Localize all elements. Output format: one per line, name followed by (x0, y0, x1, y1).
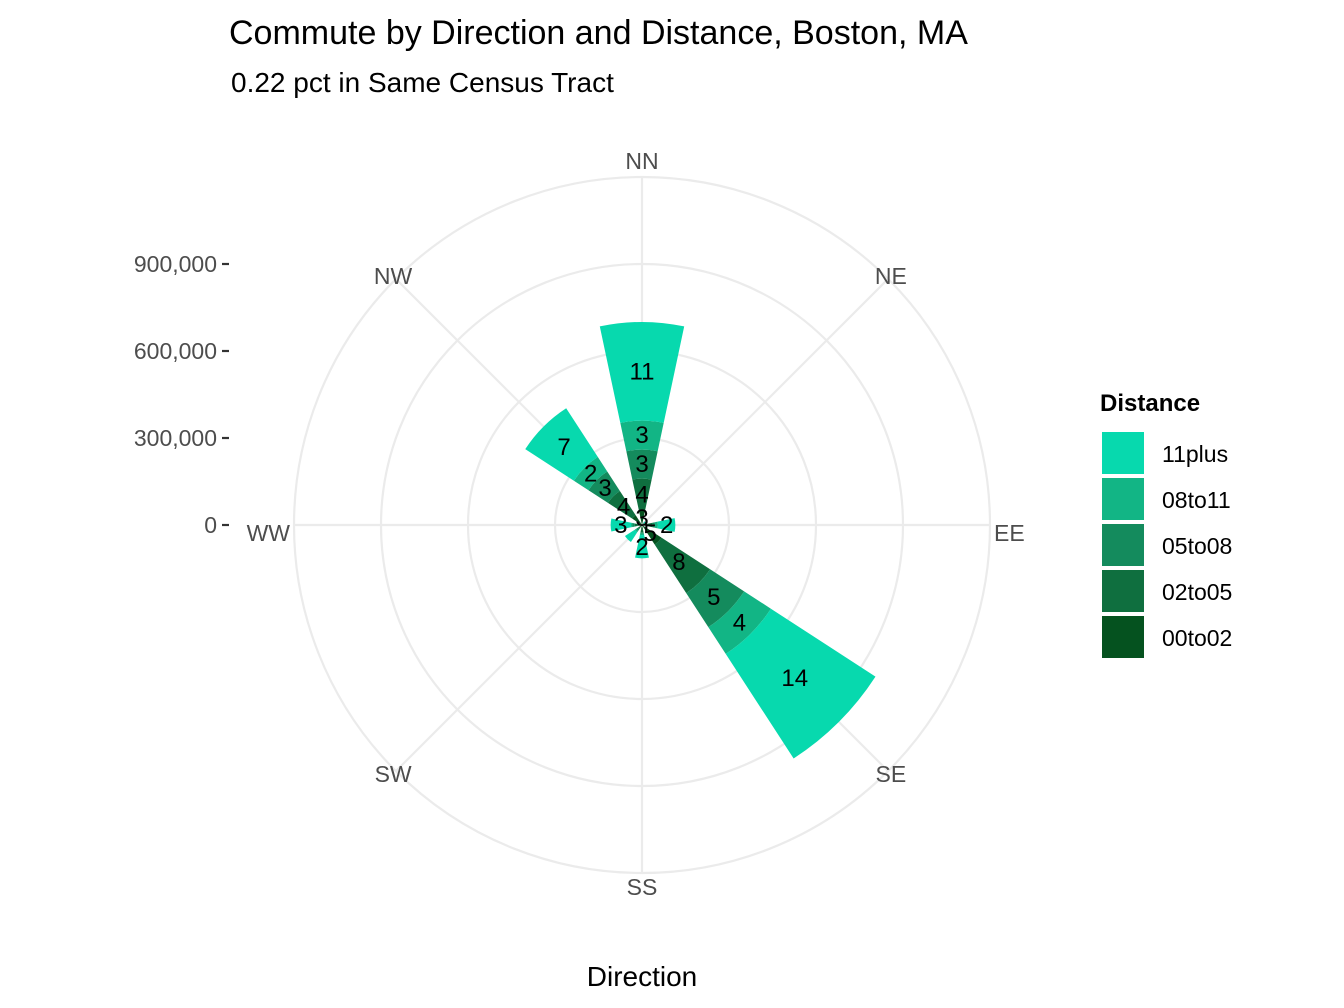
radial-tick-label: 900,000 (134, 251, 217, 277)
bar-segment-se-11plus (725, 608, 876, 759)
bar-segment-se-02to05 (654, 537, 711, 594)
bar-segment-se-08to11 (708, 591, 771, 654)
data-label-nw-05to08: 3 (598, 475, 611, 502)
data-label-ss-11plus: 2 (635, 534, 648, 561)
direction-labels: NN NE EE SE SS SW WW NW (247, 148, 1025, 900)
radial-tick-label: 0 (204, 512, 217, 538)
bar-segment-ss-05to08 (640, 532, 644, 534)
legend-swatch-08to11 (1102, 478, 1144, 520)
bar-segment-sw-11plus (624, 529, 638, 543)
data-label-se-08to11: 4 (733, 609, 746, 636)
direction-label-ne: NE (875, 263, 907, 289)
bar-segment-nn-08to11 (620, 420, 664, 452)
grid-spoke-sw (395, 524, 643, 772)
radial-tick-label: 300,000 (134, 425, 217, 451)
bar-segment-nn-05to08 (626, 449, 658, 480)
bar-segment-nw-02to05 (607, 490, 636, 519)
data-label-nn-08to11: 3 (635, 422, 648, 449)
legend-label-11plus: 11plus (1162, 441, 1228, 467)
legend-swatch-00to02 (1102, 616, 1144, 658)
bar-segment-ww-05to08 (632, 523, 635, 527)
legend-swatch-02to05 (1102, 570, 1144, 612)
bar-segment-ee-00to02 (642, 523, 648, 527)
bar-segment-ee-08to11 (654, 521, 658, 529)
bar-segment-nn-02to05 (632, 478, 652, 511)
data-label-nn-11plus: 11 (630, 358, 655, 385)
bar-segment-ww-02to05 (634, 523, 638, 527)
bar-segment-nw-00to02 (632, 515, 642, 525)
bar-segment-ne-08to11 (643, 522, 645, 524)
bar-segment-nw-05to08 (588, 471, 620, 503)
bar-segment-ss-02to05 (640, 529, 644, 533)
direction-label-ss: SS (627, 874, 658, 900)
direction-label-nw: NW (374, 263, 413, 289)
bar-segment-ss-08to11 (639, 533, 645, 536)
data-label-ee-11plus: 2 (660, 512, 673, 539)
data-label-nw-08to11: 2 (584, 461, 597, 488)
direction-label-ww: WW (247, 520, 291, 546)
bar-segment-ee-02to05 (647, 522, 653, 528)
bar-segment-ee-05to08 (651, 522, 656, 528)
bar-segment-nw-08to11 (573, 456, 608, 491)
legend-title: Distance (1100, 390, 1200, 417)
legend: Distance 11plus 08to11 05to08 02to05 00to02 (1100, 390, 1232, 658)
x-axis-title: Direction (587, 961, 697, 992)
bar-segment-sw-08to11 (634, 528, 639, 533)
direction-label-nn: NN (625, 148, 658, 174)
bar-segment-ss-00to02 (641, 525, 643, 530)
bar-segment-sw-00to02 (640, 525, 642, 527)
chart-title: Commute by Direction and Distance, Bosto… (229, 14, 968, 52)
data-label-nw-02to05: 4 (617, 494, 630, 521)
grid-spoke-ne (641, 278, 889, 526)
radial-tick-label: 600,000 (134, 338, 217, 364)
legend-label-00to02: 00to02 (1162, 625, 1232, 651)
data-label-nw-11plus: 7 (557, 434, 570, 461)
legend-label-08to11: 08to11 (1162, 487, 1231, 513)
direction-label-sw: SW (375, 761, 412, 787)
data-label-se-05to08: 5 (707, 584, 720, 611)
bar-segment-ne-00to02 (642, 524, 643, 525)
bar-segment-sw-05to08 (636, 527, 640, 531)
direction-label-se: SE (876, 761, 907, 787)
bar-segment-ne-02to05 (642, 523, 644, 525)
bar-segment-nn-11plus (599, 322, 685, 423)
bar-segment-nn-00to02 (638, 510, 646, 525)
bar-segment-se-00to02 (642, 525, 662, 545)
data-label-se-02to05: 8 (672, 549, 685, 576)
bar-segment-ne-11plus (643, 521, 646, 524)
bars-layer (525, 322, 876, 759)
bar-segment-ww-08to11 (630, 522, 633, 528)
legend-label-02to05: 02to05 (1162, 579, 1232, 605)
data-label-nn-00to02: 3 (635, 505, 648, 532)
bar-segment-ss-11plus (635, 534, 649, 559)
bar-segment-ww-00to02 (637, 524, 642, 526)
data-label-se-11plus: 14 (781, 665, 808, 692)
bar-segment-ne-05to08 (642, 523, 644, 525)
data-label-ww-11plus: 3 (614, 512, 627, 539)
bar-segment-se-05to08 (686, 569, 745, 628)
bar-segment-ww-11plus (610, 518, 632, 532)
direction-label-ee: EE (994, 520, 1025, 546)
radial-axis: 0 300,000 600,000 900,000 (134, 251, 229, 538)
chart-subtitle: 0.22 pct in Same Census Tract (231, 67, 614, 98)
bar-segment-nw-11plus (525, 408, 598, 481)
data-label-nn-02to05: 4 (635, 482, 648, 509)
bar-segment-ee-11plus (657, 518, 676, 532)
legend-swatch-11plus (1102, 432, 1144, 474)
bar-segment-sw-02to05 (638, 526, 641, 529)
data-label-se-00to02: 5 (644, 520, 657, 547)
legend-label-05to08: 05to08 (1162, 533, 1232, 559)
data-label-nn-05to08: 3 (635, 451, 648, 478)
legend-swatch-05to08 (1102, 524, 1144, 566)
